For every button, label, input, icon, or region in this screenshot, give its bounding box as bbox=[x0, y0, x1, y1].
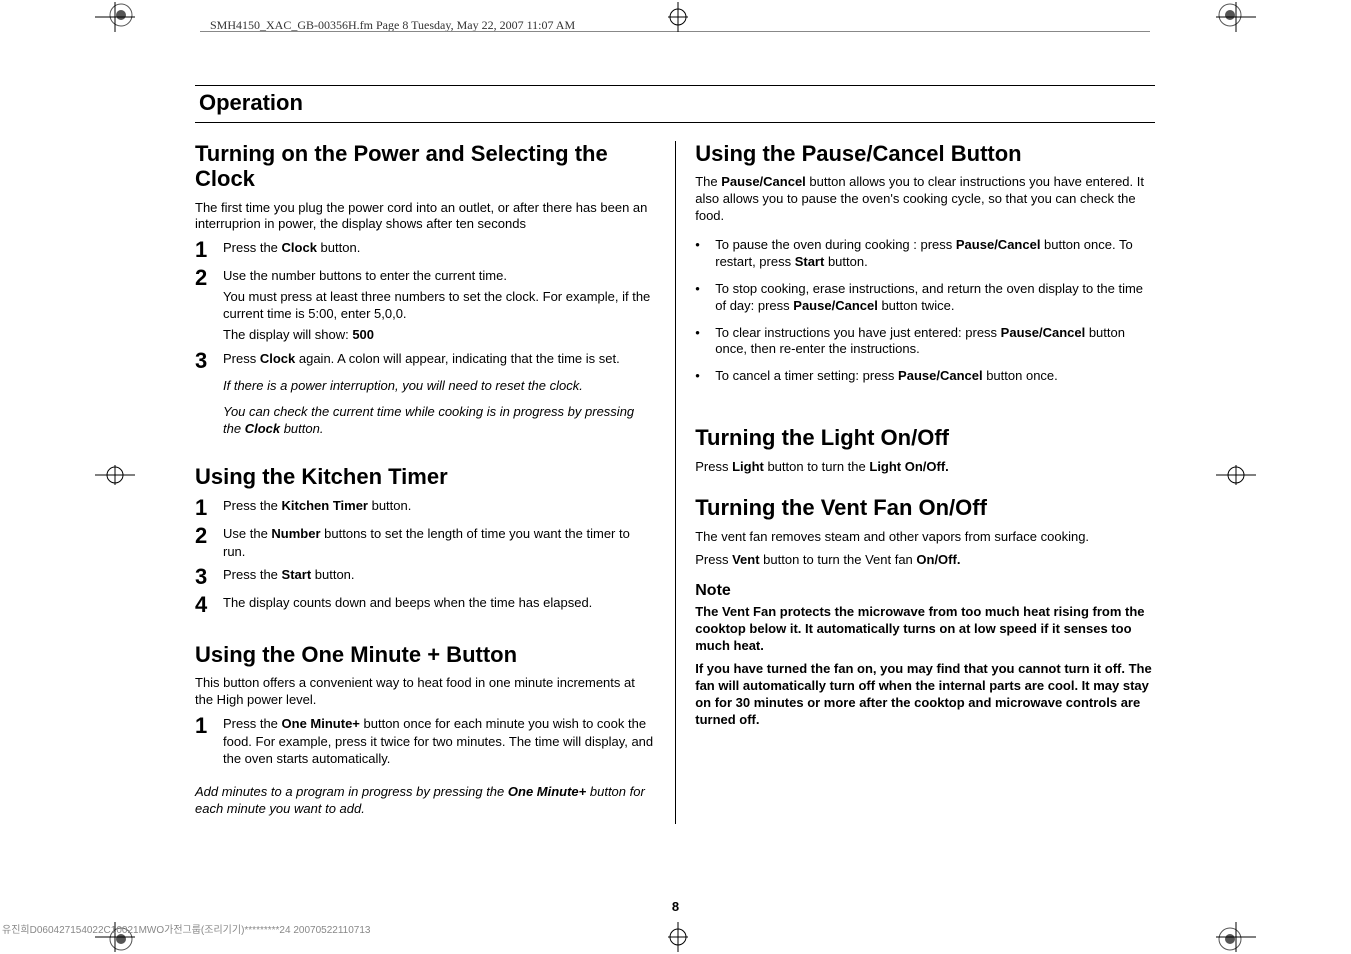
light-text: Press Light button to turn the Light On/… bbox=[695, 459, 1155, 476]
bullet-item: • To stop cooking, erase instructions, a… bbox=[695, 281, 1155, 315]
right-column: Using the Pause/Cancel Button The Pause/… bbox=[695, 141, 1155, 824]
note-p1: The Vent Fan protects the microwave from… bbox=[695, 604, 1155, 655]
step-number: 2 bbox=[195, 267, 223, 343]
bullet-icon: • bbox=[695, 237, 715, 271]
heading-power-clock: Turning on the Power and Selecting the C… bbox=[195, 141, 655, 192]
heading-vent: Turning the Vent Fan On/Off bbox=[695, 495, 1155, 520]
bullet-text: To stop cooking, erase instructions, and… bbox=[715, 281, 1155, 315]
crop-mark-icon bbox=[1216, 922, 1256, 952]
step-1: 1 Press the One Minute+ button once for … bbox=[195, 715, 655, 768]
step-number: 4 bbox=[195, 594, 223, 616]
section-title: Operation bbox=[199, 90, 1155, 116]
crop-mark-icon bbox=[1216, 2, 1256, 32]
bullet-icon: • bbox=[695, 325, 715, 359]
bullet-text: To cancel a timer setting: press Pause/C… bbox=[715, 368, 1155, 385]
bullet-item: • To clear instructions you have just en… bbox=[695, 325, 1155, 359]
oneminute-steps: 1 Press the One Minute+ button once for … bbox=[195, 715, 655, 768]
note-heading: Note bbox=[695, 582, 1155, 600]
step-1: 1 Press the Kitchen Timer button. bbox=[195, 497, 655, 519]
left-column: Turning on the Power and Selecting the C… bbox=[195, 141, 655, 824]
crop-mark-icon bbox=[95, 460, 135, 490]
bullet-icon: • bbox=[695, 281, 715, 315]
step-body: Press Clock again. A colon will appear, … bbox=[223, 350, 655, 438]
page-number: 8 bbox=[672, 899, 679, 914]
clock-steps: 1 Press the Clock button. 2 Use the numb… bbox=[195, 239, 655, 437]
step-body: Press the Start button. bbox=[223, 566, 655, 588]
step-number: 1 bbox=[195, 239, 223, 261]
step-body: Press the Kitchen Timer button. bbox=[223, 497, 655, 519]
page-content: Operation Turning on the Power and Selec… bbox=[195, 85, 1155, 905]
crop-mark-icon bbox=[658, 2, 698, 32]
step-number: 3 bbox=[195, 566, 223, 588]
step-body: Use the number buttons to enter the curr… bbox=[223, 267, 655, 343]
step-body: The display counts down and beeps when t… bbox=[223, 594, 655, 616]
heading-one-minute: Using the One Minute + Button bbox=[195, 642, 655, 667]
pause-bullets: • To pause the oven during cooking : pre… bbox=[695, 237, 1155, 385]
crop-mark-icon bbox=[658, 922, 698, 952]
bullet-item: • To cancel a timer setting: press Pause… bbox=[695, 368, 1155, 385]
bullet-item: • To pause the oven during cooking : pre… bbox=[695, 237, 1155, 271]
crop-mark-icon bbox=[95, 2, 135, 32]
step-number: 1 bbox=[195, 497, 223, 519]
step-2: 2 Use the number buttons to enter the cu… bbox=[195, 267, 655, 343]
timer-steps: 1 Press the Kitchen Timer button. 2 Use … bbox=[195, 497, 655, 616]
pause-intro: The Pause/Cancel button allows you to cl… bbox=[695, 174, 1155, 225]
step-1: 1 Press the Clock button. bbox=[195, 239, 655, 261]
footer-metadata: 유진희D060427154022C10021MWO가전그룹(조리기기)*****… bbox=[2, 921, 370, 936]
step-3: 3 Press Clock again. A colon will appear… bbox=[195, 350, 655, 438]
step-number: 3 bbox=[195, 350, 223, 438]
vent-text: Press Vent button to turn the Vent fan O… bbox=[695, 552, 1155, 569]
step-3: 3 Press the Start button. bbox=[195, 566, 655, 588]
vent-intro: The vent fan removes steam and other vap… bbox=[695, 529, 1155, 546]
section-header-bar: Operation bbox=[195, 85, 1155, 123]
bullet-icon: • bbox=[695, 368, 715, 385]
step-4: 4 The display counts down and beeps when… bbox=[195, 594, 655, 616]
crop-mark-icon bbox=[1216, 460, 1256, 490]
bullet-text: To clear instructions you have just ente… bbox=[715, 325, 1155, 359]
note-p2: If you have turned the fan on, you may f… bbox=[695, 661, 1155, 729]
step-2: 2 Use the Number buttons to set the leng… bbox=[195, 525, 655, 560]
power-intro: The first time you plug the power cord i… bbox=[195, 200, 655, 234]
step-number: 2 bbox=[195, 525, 223, 560]
heading-light: Turning the Light On/Off bbox=[695, 425, 1155, 450]
bullet-text: To pause the oven during cooking : press… bbox=[715, 237, 1155, 271]
step-number: 1 bbox=[195, 715, 223, 768]
oneminute-intro: This button offers a convenient way to h… bbox=[195, 675, 655, 709]
step-body: Use the Number buttons to set the length… bbox=[223, 525, 655, 560]
oneminute-note: Add minutes to a program in progress by … bbox=[195, 784, 655, 818]
step-body: Press the One Minute+ button once for ea… bbox=[223, 715, 655, 768]
step-body: Press the Clock button. bbox=[223, 239, 655, 261]
heading-pause-cancel: Using the Pause/Cancel Button bbox=[695, 141, 1155, 166]
heading-kitchen-timer: Using the Kitchen Timer bbox=[195, 464, 655, 489]
